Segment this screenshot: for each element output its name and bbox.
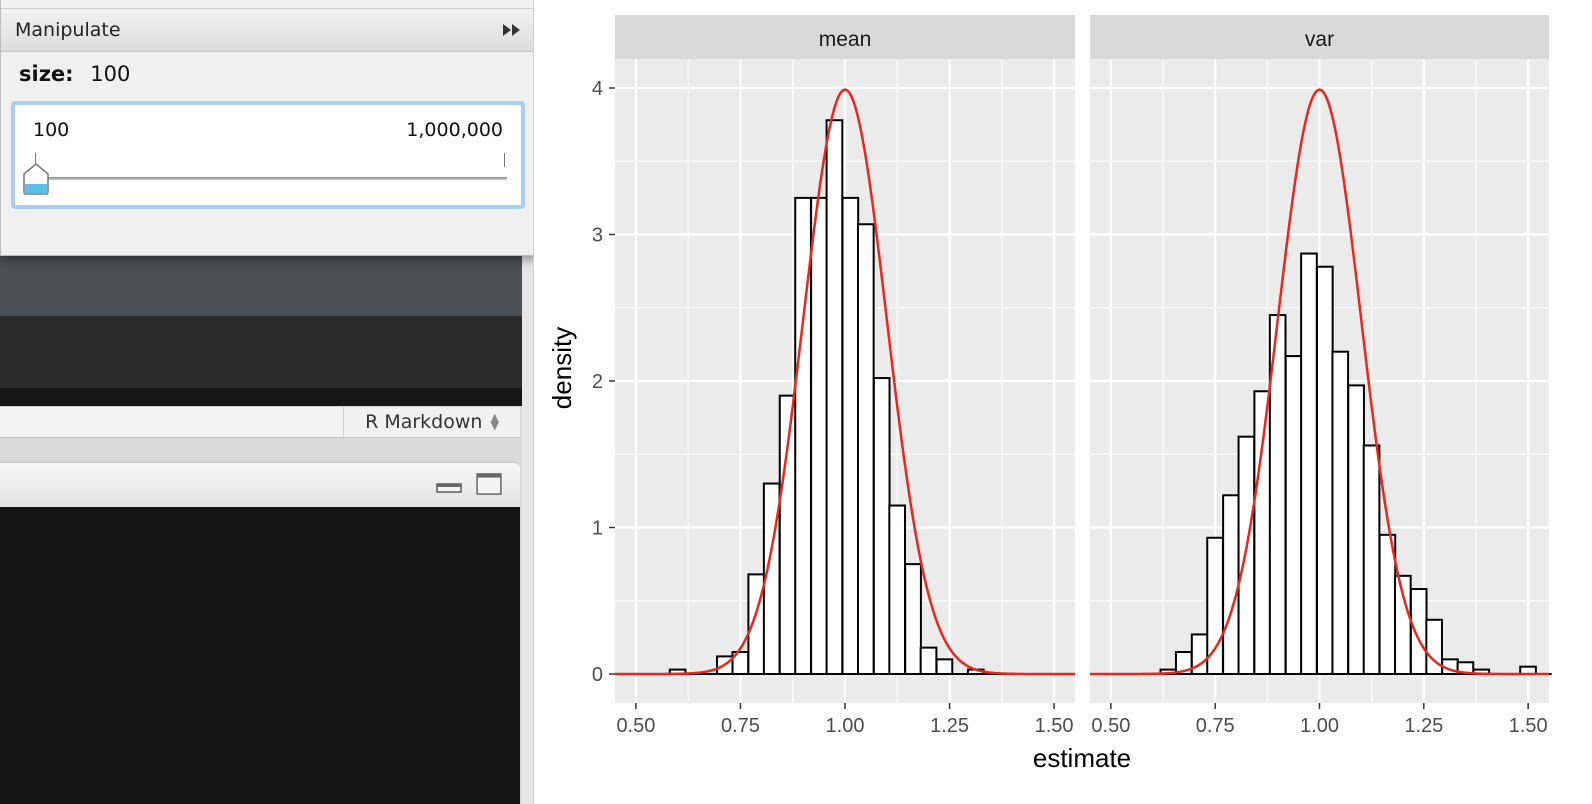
histogram-bar	[1222, 494, 1240, 675]
editor-content-bottom	[0, 388, 522, 406]
size-readout: size: 100	[19, 62, 130, 86]
y-axis-title: density	[547, 327, 577, 409]
histogram-chart: mean 0.50 0.75 1.00 1.25 1.50 var 0.50 0.75 1.00 1…	[547, 15, 1552, 773]
x-axis-title: estimate	[1033, 743, 1131, 773]
manipulate-header: Manipulate	[1, 8, 540, 52]
facet-panel-mean: mean 0.50 0.75 1.00 1.25 1.50	[615, 15, 1075, 737]
histogram-bar	[1237, 435, 1256, 676]
console-header	[0, 462, 520, 508]
facet-strip	[615, 15, 1075, 59]
minimize-icon[interactable]	[436, 473, 462, 495]
x-tick-label: 1.00	[826, 715, 865, 737]
histogram-bar	[919, 646, 938, 676]
histogram-bar	[888, 504, 907, 675]
facet-strip	[1090, 15, 1549, 59]
slider-tick-max	[504, 153, 505, 167]
x-tick-label: 0.50	[1091, 715, 1130, 737]
x-tick-label: 1.25	[1404, 715, 1443, 737]
y-tick-label: 1	[592, 518, 603, 540]
histogram-bar	[1409, 588, 1428, 676]
manipulate-panel: Manipulate size: 100 100 1,000,000	[0, 0, 541, 256]
histogram-bar	[872, 377, 891, 675]
slider-tick-min	[35, 153, 36, 165]
maximize-icon[interactable]	[476, 473, 502, 495]
slider-track[interactable]	[33, 177, 507, 180]
slider-min-label: 100	[33, 119, 70, 141]
histogram-bar	[810, 196, 828, 675]
facet-panel-var: var 0.50 0.75 1.00 1.25 1.50	[1090, 15, 1552, 737]
histogram-bar	[1456, 661, 1475, 676]
editor-statusbar: R Markdown ▲ ▼	[0, 406, 520, 438]
histogram-bar	[1284, 355, 1303, 675]
histogram-bar	[935, 658, 954, 675]
histogram-bar	[1315, 265, 1334, 675]
y-tick-label: 3	[592, 225, 603, 247]
document-type-label: R Markdown	[365, 411, 483, 433]
histogram-bar	[904, 563, 922, 675]
x-tick-label: 1.25	[930, 715, 969, 737]
size-label: size:	[19, 62, 74, 86]
document-type-selector[interactable]: R Markdown ▲ ▼	[343, 407, 520, 437]
density-curve	[615, 88, 1075, 676]
x-tick-label: 0.75	[1196, 715, 1235, 737]
density-curve	[1090, 88, 1549, 676]
histogram-bar	[825, 119, 844, 676]
y-tick-label: 4	[592, 78, 603, 100]
x-tick-label: 1.50	[1509, 715, 1548, 737]
histogram-bar	[1206, 536, 1224, 675]
size-value: 100	[90, 62, 131, 86]
size-slider-control: 100 1,000,000	[11, 101, 525, 209]
y-tick-label: 0	[592, 664, 603, 686]
histogram-bar	[1425, 618, 1443, 675]
y-tick-label: 2	[592, 371, 603, 393]
x-tick-label: 1.00	[1300, 715, 1339, 737]
histogram-bar	[1362, 444, 1381, 675]
slider-max-label: 1,000,000	[406, 119, 503, 141]
console-pane[interactable]	[0, 507, 520, 804]
editor-pane	[0, 258, 522, 316]
histogram-bar	[1347, 384, 1365, 675]
histogram-bar	[1331, 350, 1350, 675]
facet-strip-label: var	[1305, 28, 1334, 51]
editor-content	[0, 316, 522, 388]
x-tick-label: 1.50	[1035, 715, 1074, 737]
histogram-bar	[1253, 390, 1272, 675]
slider-thumb[interactable]	[22, 163, 50, 195]
double-chevron-right-icon[interactable]	[502, 23, 522, 37]
x-tick-label: 0.50	[616, 715, 655, 737]
plot-area: mean 0.50 0.75 1.00 1.25 1.50 var 0.50 0.75 1.00 1…	[533, 0, 1592, 804]
histogram-bar	[1300, 252, 1318, 675]
updown-arrows-icon: ▲ ▼	[490, 411, 499, 432]
facet-strip-label: mean	[819, 28, 872, 51]
histogram-bar	[856, 223, 875, 675]
x-tick-label: 0.75	[721, 715, 760, 737]
manipulate-title: Manipulate	[15, 19, 121, 41]
histogram-bar	[841, 196, 860, 675]
